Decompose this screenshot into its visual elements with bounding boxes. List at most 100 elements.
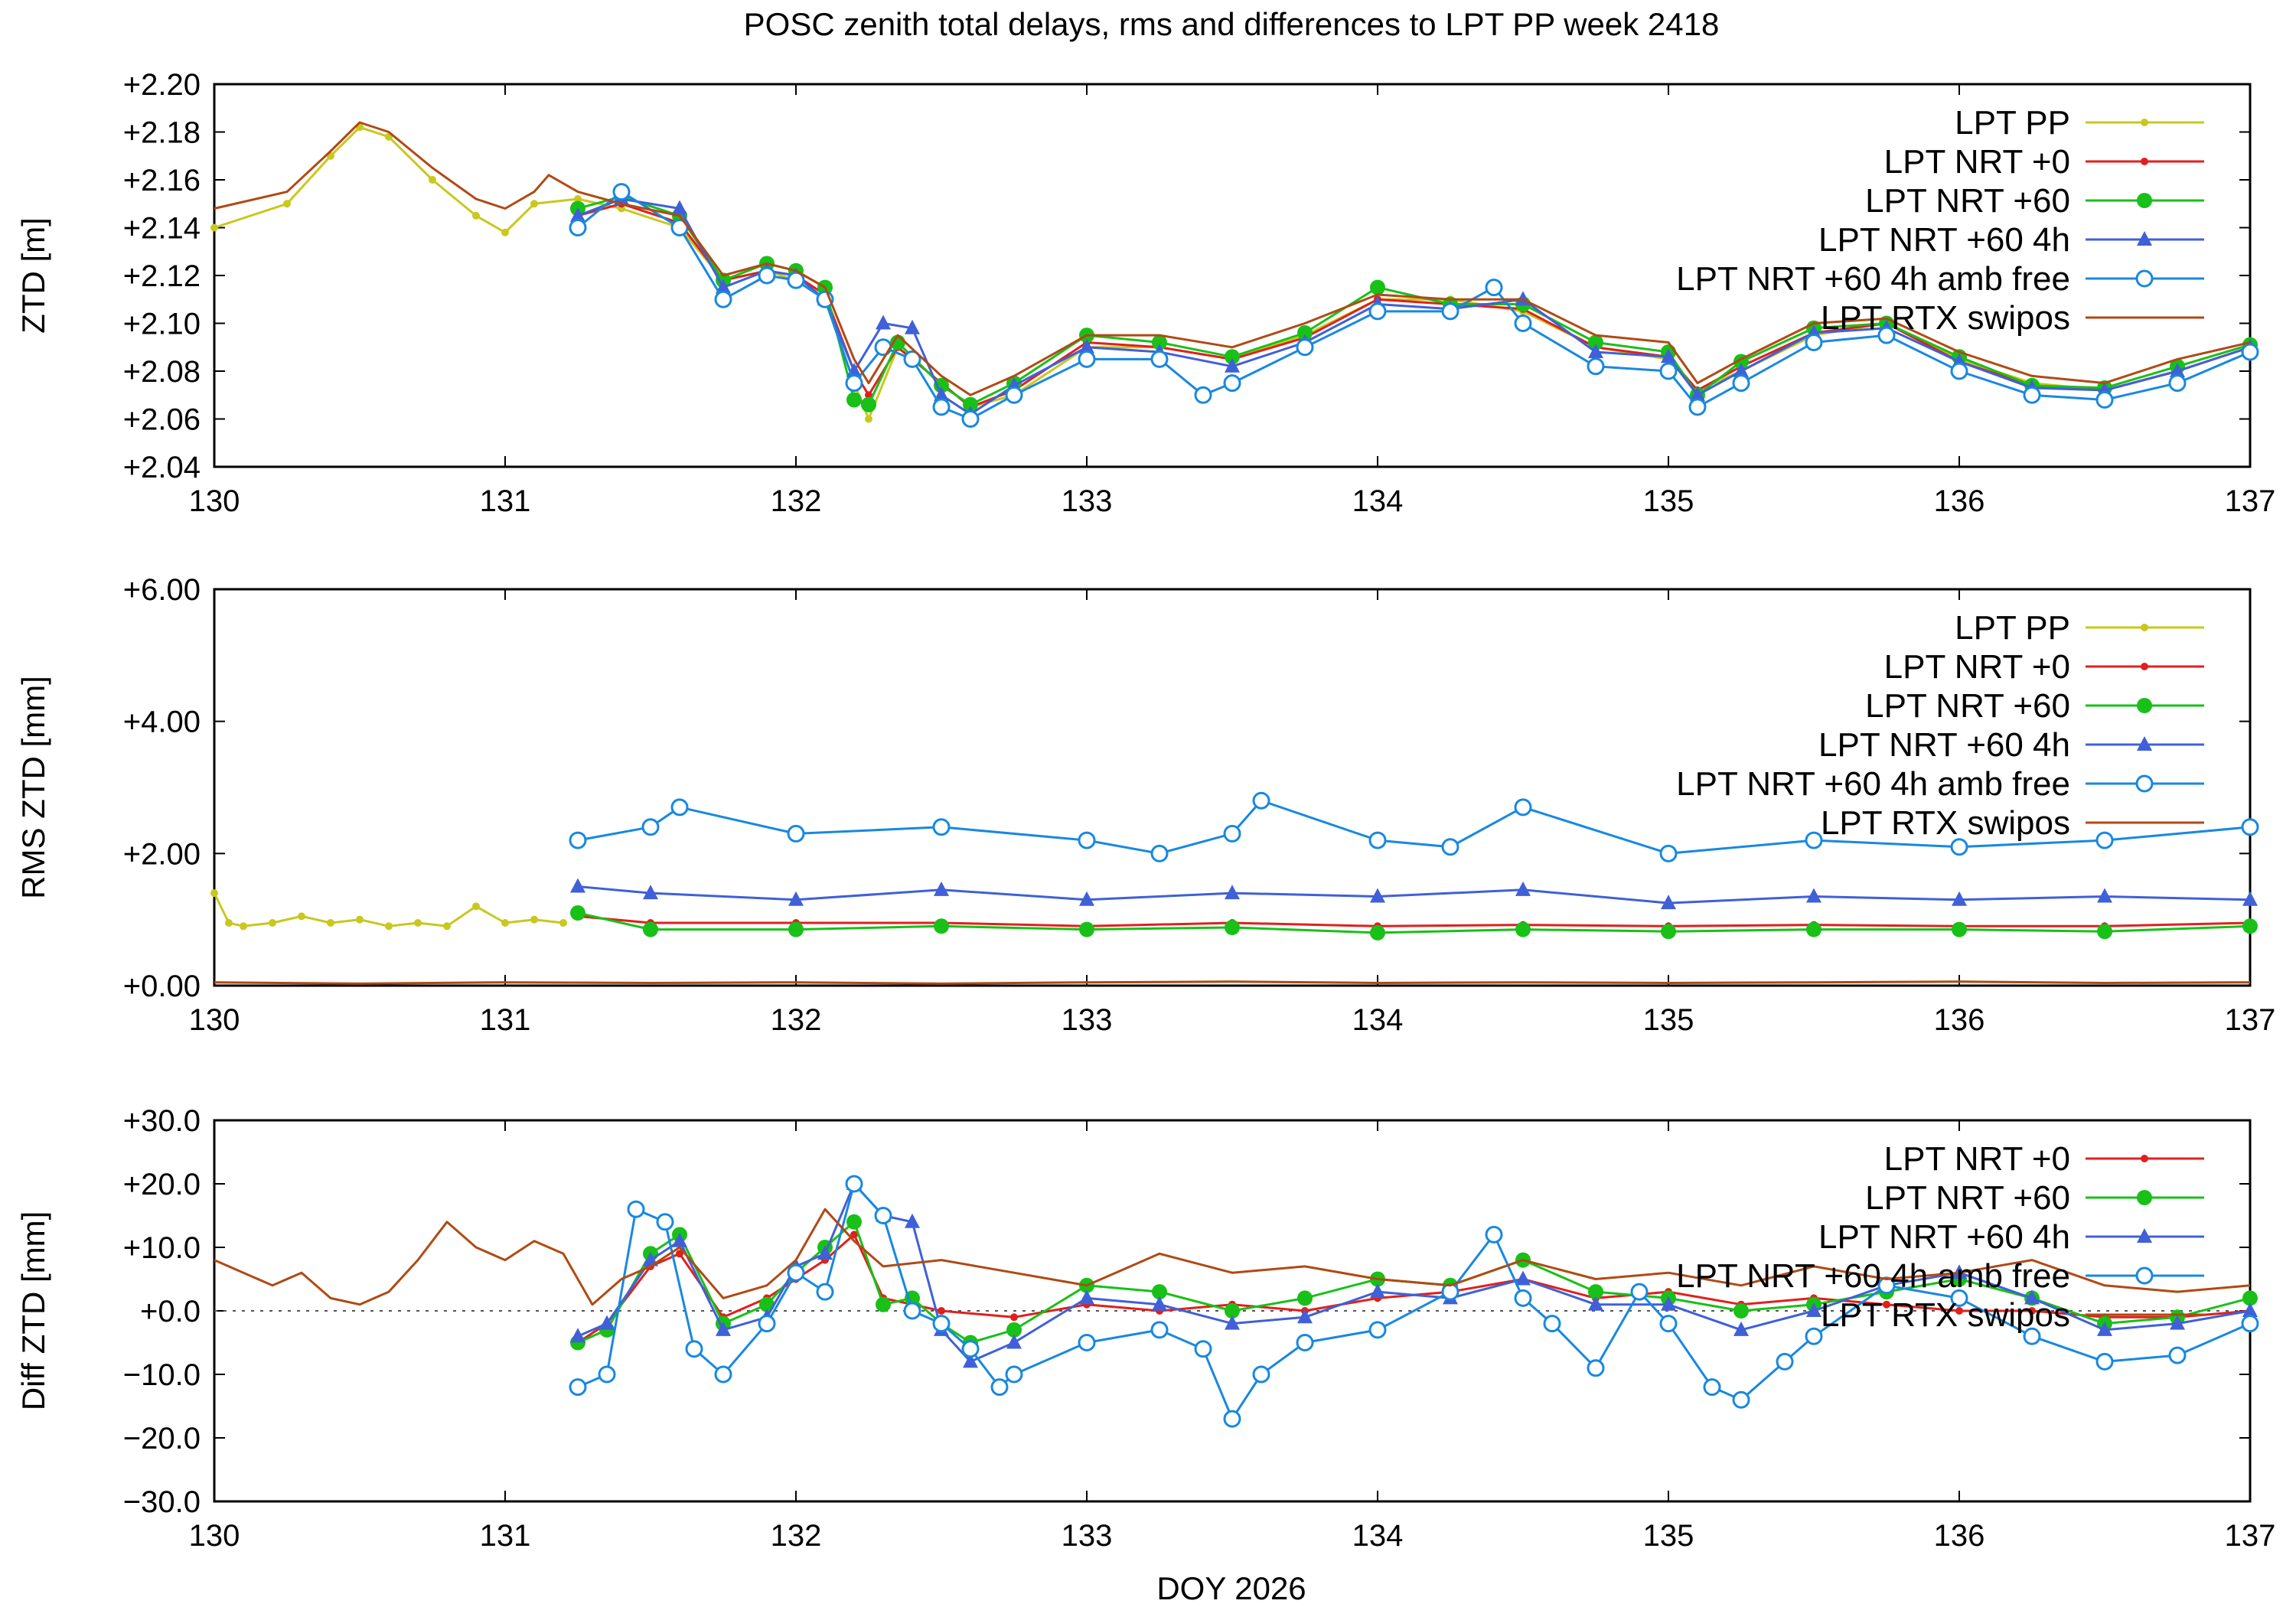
x-tick-label: 135 — [1643, 1519, 1694, 1553]
legend-marker — [2141, 119, 2148, 126]
x-tick-label: 137 — [2225, 1519, 2276, 1553]
data-point-lpt-nrt-60-4h-amb-free — [714, 290, 732, 308]
data-point-lpt-nrt-60-4h-amb-free — [1950, 362, 1968, 380]
legend-marker — [2135, 269, 2154, 288]
data-point-lpt-nrt-60-4h-amb-free — [1005, 386, 1023, 404]
data-point-lpt-nrt-60-4h-amb-free — [2095, 391, 2114, 409]
data-point-lpt-nrt-60-4h-amb-free — [1252, 1365, 1270, 1384]
x-axis-label: DOY 2026 — [1156, 1570, 1306, 1606]
data-point-lpt-nrt-60 — [1152, 334, 1167, 350]
legend-entry-label: LPT RTX swipos — [1821, 299, 2070, 337]
data-point-lpt-nrt-60-4h-amb-free — [1223, 374, 1241, 393]
x-tick-label: 132 — [771, 484, 822, 518]
data-point-lpt-nrt-60-4h-amb-free — [932, 1315, 951, 1333]
data-point-lpt-nrt-60 — [1588, 334, 1603, 350]
figure-title: POSC zenith total delays, rms and differ… — [744, 6, 1720, 42]
data-point-lpt-nrt-60-4h — [1225, 1315, 1240, 1330]
data-point-lpt-nrt-60 — [963, 396, 978, 412]
data-point-lpt-nrt-60-4h — [2024, 1289, 2040, 1305]
data-point-lpt-nrt-60-4h — [672, 1232, 687, 1247]
data-point-lpt-nrt-60-4h-amb-free — [1659, 844, 1678, 862]
x-tick-label: 131 — [480, 1519, 531, 1553]
data-point-lpt-nrt-60 — [1225, 349, 1240, 365]
data-point-lpt-nrt-60-4h-amb-free — [598, 1365, 616, 1384]
data-point-lpt-nrt-60-4h — [934, 386, 949, 402]
data-point-lpt-nrt-60-4h — [643, 885, 658, 900]
legend-marker — [2141, 1155, 2148, 1162]
data-point-lpt-pp — [283, 200, 291, 208]
data-point-lpt-nrt-60 — [2242, 918, 2258, 934]
data-point-lpt-nrt-60 — [861, 396, 876, 412]
data-point-lpt-nrt-60-4h — [1297, 1309, 1313, 1324]
data-point-lpt-nrt-60-4h-amb-free — [1485, 279, 1503, 297]
data-point-lpt-nrt-60-4h-amb-free — [1078, 1334, 1096, 1351]
data-point-lpt-nrt-60-4h-amb-free — [656, 1213, 674, 1231]
data-point-lpt-nrt-60-4h — [570, 207, 585, 222]
x-tick-label: 136 — [1934, 1003, 1985, 1037]
legend-marker — [2141, 158, 2148, 165]
data-point-lpt-nrt-60-4h — [570, 1328, 585, 1343]
data-point-lpt-nrt-0 — [865, 391, 872, 399]
data-point-lpt-nrt-60-4h-amb-free — [1514, 1289, 1532, 1307]
data-point-lpt-nrt-60-4h — [2242, 1302, 2258, 1317]
legend-entry-label: LPT NRT +60 4h amb free — [1676, 765, 2070, 803]
data-point-lpt-nrt-60-4h-amb-free — [1223, 824, 1241, 843]
data-point-lpt-pp — [298, 912, 305, 921]
data-point-lpt-nrt-60-4h-amb-free — [816, 1283, 834, 1301]
data-point-lpt-nrt-60-4h-amb-free — [569, 831, 587, 849]
data-point-lpt-nrt-60-4h — [716, 1321, 731, 1336]
y-tick-label: +0.0 — [140, 1295, 201, 1328]
data-point-lpt-nrt-60-4h-amb-free — [1543, 1315, 1561, 1333]
data-point-lpt-nrt-60-4h — [2170, 1315, 2185, 1330]
data-point-lpt-nrt-60-4h — [2242, 891, 2258, 906]
data-point-lpt-nrt-60-4h-amb-free — [1296, 1334, 1314, 1351]
legend-marker — [2137, 1228, 2152, 1243]
data-point-lpt-nrt-60-4h-amb-free — [1514, 798, 1532, 817]
y-tick-label: −10.0 — [123, 1358, 201, 1392]
data-point-lpt-nrt-60-4h-amb-free — [961, 410, 980, 428]
x-tick-label: 134 — [1352, 1519, 1404, 1553]
data-point-lpt-nrt-60 — [1225, 920, 1240, 936]
plot-frame — [213, 588, 2252, 987]
y-tick-label: +2.06 — [123, 403, 201, 437]
data-point-lpt-pp — [472, 211, 480, 220]
data-point-lpt-nrt-60 — [570, 905, 585, 921]
data-point-lpt-nrt-60-4h-amb-free — [903, 1302, 921, 1320]
data-point-lpt-nrt-60-4h — [672, 200, 687, 215]
data-point-lpt-nrt-60 — [643, 921, 658, 937]
data-point-lpt-nrt-60-4h — [1515, 1270, 1531, 1286]
legend-marker — [2137, 231, 2152, 246]
x-tick-label: 133 — [1062, 1519, 1113, 1553]
data-point-lpt-nrt-60-4h-amb-free — [670, 798, 689, 817]
data-point-lpt-pp — [414, 918, 422, 927]
x-tick-label: 135 — [1643, 484, 1694, 518]
data-point-lpt-nrt-60-4h — [1079, 338, 1094, 354]
data-point-lpt-nrt-0 — [850, 1231, 858, 1239]
x-tick-label: 133 — [1062, 1003, 1113, 1037]
data-point-lpt-nrt-60 — [788, 921, 804, 937]
series-line-lpt-nrt-60-4h-amb-free — [577, 1182, 2251, 1420]
data-point-lpt-nrt-60-4h-amb-free — [932, 398, 951, 416]
data-point-lpt-nrt-60-4h-amb-free — [1805, 1327, 1823, 1345]
y-tick-label: +0.00 — [123, 970, 201, 1003]
data-point-lpt-nrt-60-4h-amb-free — [1587, 1359, 1605, 1377]
data-point-lpt-nrt-60 — [1733, 1303, 1749, 1319]
y-tick-label: +2.14 — [123, 212, 201, 246]
data-point-lpt-nrt-60-4h-amb-free — [1659, 1315, 1678, 1333]
data-point-lpt-nrt-60-4h-amb-free — [627, 1200, 645, 1218]
data-point-lpt-nrt-60-4h-amb-free — [569, 219, 587, 236]
data-point-lpt-nrt-60-4h-amb-free — [990, 1378, 1009, 1397]
data-point-lpt-nrt-60-4h — [905, 319, 920, 334]
data-point-lpt-pp — [530, 915, 538, 924]
data-point-lpt-nrt-60-4h — [2097, 888, 2112, 903]
legend-marker — [2135, 1266, 2154, 1285]
data-point-lpt-nrt-60-4h-amb-free — [874, 1207, 892, 1224]
data-point-lpt-nrt-60 — [1806, 921, 1821, 937]
panel-2: 130 131 132 133 134 135 136 137 +0.00 +2.00 +4.00 +… — [15, 573, 2275, 1037]
y-tick-label: +2.00 — [123, 837, 201, 871]
data-point-lpt-nrt-60-4h — [1690, 386, 1705, 402]
data-point-lpt-nrt-60-4h-amb-free — [1150, 844, 1169, 862]
y-tick-label: +6.00 — [123, 573, 201, 607]
legend-marker — [2141, 624, 2148, 631]
